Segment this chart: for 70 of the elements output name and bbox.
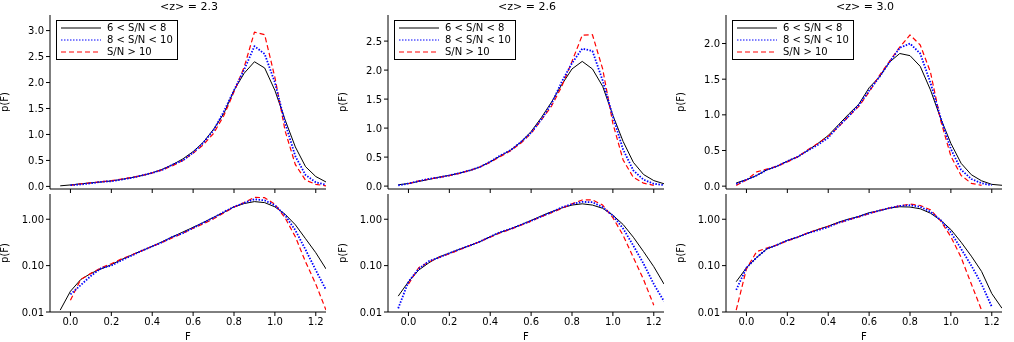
x-tick-label: 0.4: [144, 316, 161, 328]
legend-label: 6 < S/N < 8: [107, 22, 167, 34]
x-axis-title: F: [523, 331, 530, 342]
x-tick-label: 1.0: [604, 316, 621, 328]
y-tick-label: 2.0: [704, 38, 720, 50]
y-tick-label: 0.10: [21, 260, 44, 272]
y-axis-title: p(F): [674, 242, 686, 263]
x-tick-label: 0.0: [400, 316, 417, 328]
legend-label: S/N > 10: [107, 46, 152, 58]
legend-label: S/N > 10: [445, 46, 490, 58]
y-tick-label: 0.01: [21, 306, 44, 318]
x-tick-label: 1.2: [645, 316, 662, 328]
y-tick-label: 1.00: [697, 213, 720, 225]
y-tick-label: 3.0: [28, 25, 44, 37]
legend-label: 6 < S/N < 8: [783, 22, 843, 34]
y-axis-title: p(F): [336, 242, 348, 263]
y-axis-title: p(F): [674, 91, 686, 112]
chart-title: <z> = 2.3: [159, 0, 219, 14]
line-series: [407, 34, 655, 186]
y-tick-label: 1.00: [359, 213, 382, 225]
y-tick-label: 1.5: [28, 103, 44, 115]
x-tick-label: 0.0: [62, 316, 79, 328]
legend-label: 8 < S/N < 10: [107, 34, 173, 46]
legend-label: 8 < S/N < 10: [445, 34, 511, 46]
x-tick-label: 0.0: [738, 316, 755, 328]
y-axis-title: p(F): [0, 242, 10, 263]
y-tick-label: 1.5: [704, 73, 720, 85]
y-tick-label: 0.01: [697, 306, 720, 318]
x-axis-title: F: [861, 331, 868, 342]
y-tick-label: 0.01: [359, 306, 382, 318]
y-axis-title: p(F): [336, 91, 348, 112]
x-tick-label: 1.0: [266, 316, 283, 328]
y-tick-label: 0.5: [366, 151, 382, 163]
y-tick-label: 2.5: [366, 35, 382, 47]
y-tick-label: 0.0: [28, 180, 44, 192]
y-tick-label: 0.10: [359, 260, 382, 272]
y-tick-label: 0.5: [28, 154, 44, 166]
y-tick-label: 0.0: [366, 180, 382, 192]
x-tick-label: 0.2: [441, 316, 458, 328]
y-tick-label: 1.0: [704, 109, 720, 121]
y-tick-label: 0.5: [704, 145, 720, 157]
y-tick-label: 0.10: [697, 260, 720, 272]
y-tick-label: 2.5: [28, 51, 44, 63]
y-axis-title: p(F): [0, 91, 10, 112]
x-tick-label: 0.4: [482, 316, 499, 328]
x-tick-label: 0.6: [523, 316, 540, 328]
x-tick-label: 0.2: [103, 316, 120, 328]
y-tick-label: 1.0: [366, 122, 382, 134]
x-tick-label: 0.8: [226, 316, 242, 328]
chart-title: <z> = 3.0: [835, 0, 895, 14]
legend-label: 8 < S/N < 10: [783, 34, 849, 46]
chart-title: <z> = 2.6: [497, 0, 557, 14]
x-tick-label: 1.2: [983, 316, 1000, 328]
x-tick-label: 0.4: [820, 316, 837, 328]
x-tick-label: 1.0: [942, 316, 959, 328]
y-tick-label: 2.0: [28, 77, 44, 89]
y-tick-label: 1.0: [28, 129, 44, 141]
x-tick-label: 0.6: [861, 316, 878, 328]
y-tick-label: 2.0: [366, 64, 382, 76]
y-tick-label: 1.5: [366, 93, 382, 105]
legend-label: 6 < S/N < 8: [445, 22, 505, 34]
x-tick-label: 1.2: [307, 316, 324, 328]
x-tick-label: 0.6: [185, 316, 202, 328]
x-axis-title: F: [185, 331, 192, 342]
y-tick-label: 1.00: [21, 213, 44, 225]
x-tick-label: 0.8: [902, 316, 918, 328]
legend-label: S/N > 10: [783, 46, 828, 58]
x-tick-label: 0.8: [564, 316, 580, 328]
y-tick-label: 0.0: [704, 180, 720, 192]
x-tick-label: 0.2: [779, 316, 796, 328]
